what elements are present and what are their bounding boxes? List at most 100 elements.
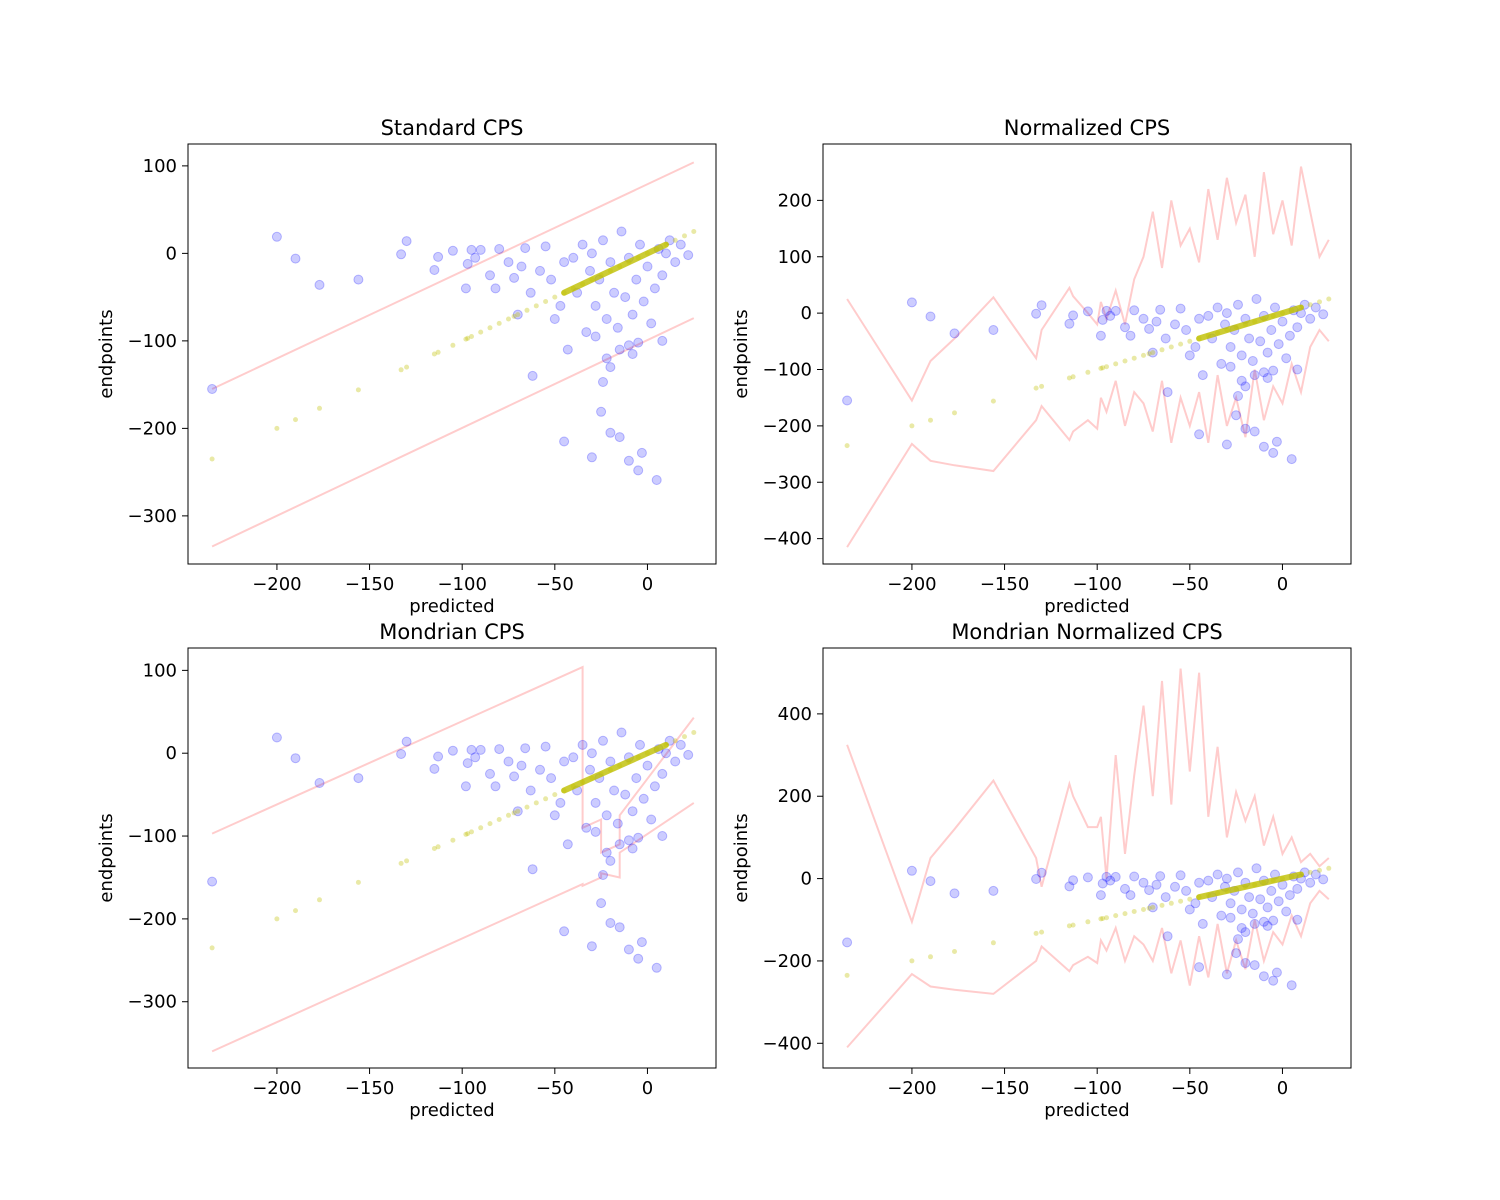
predicted-point — [1215, 890, 1221, 896]
endpoint-point — [1262, 373, 1273, 383]
endpoint-point — [1240, 958, 1251, 968]
predicted-point — [1261, 880, 1267, 886]
endpoint-point — [1212, 302, 1223, 313]
endpoint-point — [1221, 439, 1232, 450]
endpoint-point — [1221, 873, 1232, 884]
x-axis-label: predicted — [409, 1100, 494, 1121]
endpoint-point — [460, 283, 471, 294]
endpoint-point — [1138, 877, 1149, 888]
predicted-point — [274, 916, 280, 922]
endpoint-point — [1286, 454, 1297, 465]
endpoint-point — [540, 241, 551, 252]
endpoint-point — [1233, 391, 1243, 401]
predicted-point — [1196, 894, 1202, 900]
predicted-point — [1113, 361, 1119, 367]
predicted-point — [589, 775, 595, 781]
endpoint-point — [490, 283, 501, 294]
endpoint-point — [657, 831, 668, 841]
endpoint-point — [1249, 426, 1260, 437]
endpoint-point — [842, 937, 853, 948]
endpoint-point — [1175, 303, 1186, 314]
endpoint-point — [1097, 878, 1108, 889]
predicted-point — [1307, 869, 1313, 875]
predicted-point — [1298, 872, 1304, 877]
predicted-point — [1224, 888, 1230, 894]
x-tick-label: −150 — [345, 1078, 394, 1099]
endpoint-point — [1194, 313, 1205, 324]
predicted-point — [928, 954, 933, 960]
endpoint-point — [638, 296, 649, 307]
predicted-point — [928, 417, 933, 423]
endpoint-point — [1170, 319, 1180, 330]
chart-title: Mondrian Normalized CPS — [951, 620, 1222, 644]
predicted-point — [1085, 919, 1091, 925]
endpoint-point — [271, 231, 282, 242]
x-tick-label: −200 — [887, 574, 936, 595]
chart-panel: −200 −150 −100 −50 0 200 100 0 −100 −200 −300 −400 N… — [731, 116, 1352, 617]
endpoint-point — [546, 274, 557, 285]
y-axis-label: endpoints — [96, 813, 117, 902]
endpoint-point — [627, 309, 638, 320]
predicted-point — [487, 821, 493, 827]
endpoint-point — [842, 395, 853, 406]
y-tick-label: −200 — [763, 951, 812, 972]
predicted-point — [1039, 929, 1045, 935]
predicted-point — [431, 846, 437, 851]
endpoint-point — [1240, 927, 1251, 938]
endpoint-point — [555, 797, 566, 808]
endpoint-point — [485, 768, 495, 779]
endpoint-point — [559, 436, 570, 447]
predicted-point — [844, 443, 850, 449]
endpoint-point — [642, 261, 653, 272]
endpoint-point — [494, 244, 505, 254]
predicted-point — [1187, 896, 1193, 902]
x-tick-label: −100 — [1072, 574, 1121, 595]
predicted-point — [398, 860, 404, 866]
endpoint-point — [314, 279, 325, 290]
endpoint-point — [290, 253, 301, 264]
endpoint-point — [1162, 387, 1173, 398]
endpoint-point — [670, 756, 681, 767]
chart-panel: −200 −150 −100 −50 0 100 0 −100 −200 −300 Mondrian… — [96, 620, 717, 1121]
endpoint-point — [1244, 892, 1255, 903]
predicted-point — [511, 810, 517, 816]
endpoint-point — [1268, 915, 1279, 926]
predicted-point — [450, 342, 456, 348]
endpoint-point — [590, 331, 601, 342]
endpoint-point — [609, 287, 620, 298]
endpoint-point — [525, 287, 536, 298]
predicted-point — [1146, 351, 1152, 357]
endpoint-point — [590, 797, 601, 808]
predicted-point — [469, 829, 474, 835]
predicted-point — [635, 754, 641, 760]
endpoint-point — [1266, 885, 1277, 896]
endpoint-point — [433, 751, 444, 762]
endpoint-point — [1281, 353, 1292, 364]
endpoint-point — [616, 226, 627, 237]
endpoint-point — [1277, 316, 1288, 327]
endpoint-point — [1190, 898, 1201, 909]
predicted-point — [1085, 369, 1091, 375]
predicted-point — [317, 405, 322, 411]
x-tick-label: −200 — [252, 574, 301, 595]
endpoint-point — [1068, 875, 1079, 886]
endpoint-point — [490, 781, 501, 792]
endpoint-point — [1233, 299, 1243, 310]
endpoint-point — [649, 781, 660, 792]
endpoint-point — [1318, 309, 1329, 320]
predicted-point — [1168, 900, 1174, 906]
endpoint-point — [1310, 869, 1321, 880]
endpoint-point — [1236, 904, 1247, 915]
endpoint-point — [1181, 885, 1192, 896]
endpoint-point — [616, 727, 627, 738]
endpoint-point — [466, 244, 477, 255]
predicted-point — [626, 759, 632, 764]
endpoint-point — [1231, 948, 1242, 959]
x-tick-label: 0 — [642, 574, 653, 595]
predicted-point — [293, 417, 298, 423]
y-tick-label: 100 — [778, 247, 812, 268]
interval-line — [211, 802, 695, 1053]
endpoint-point — [1286, 980, 1297, 991]
predicted-point — [209, 945, 215, 951]
predicted-point — [663, 242, 669, 248]
